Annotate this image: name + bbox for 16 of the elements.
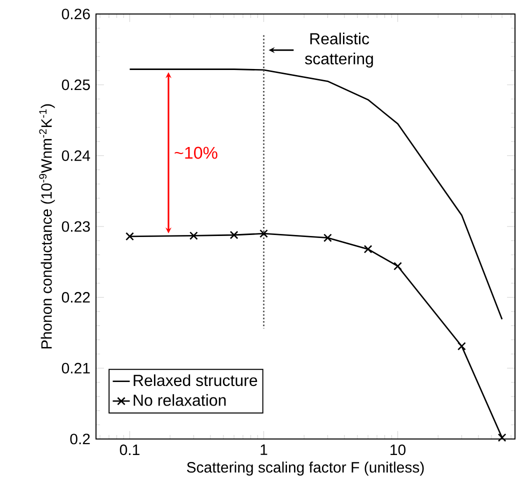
legend-label: No relaxation [134,394,226,406]
x-tick-label: 10 [390,444,406,456]
y-tick-label: 0.23 [62,221,90,232]
y-tick-label: 0.2 [70,434,90,444]
annotation: ~10% [174,146,218,159]
y-axis-title: Phonon conductance (10$^{-9}$Wnm$^{-2}$K$^{-1}$) [39,104,55,348]
y-tick-label: 0.26 [62,8,90,20]
ref-line-label: Realistic scattering [305,32,373,68]
x-tick-label: 0.1 [120,444,140,456]
legend-label: Relaxed structure [134,374,258,386]
y-tick-label: 0.21 [62,362,90,374]
x-tick-label: 1 [260,444,268,455]
y-tick-label: 0.22 [62,292,90,303]
y-tick-label: 0.25 [62,80,90,90]
y-tick-label: 0.24 [62,150,90,161]
x-axis-title: Scattering scaling factor F (unitless) [186,462,424,476]
